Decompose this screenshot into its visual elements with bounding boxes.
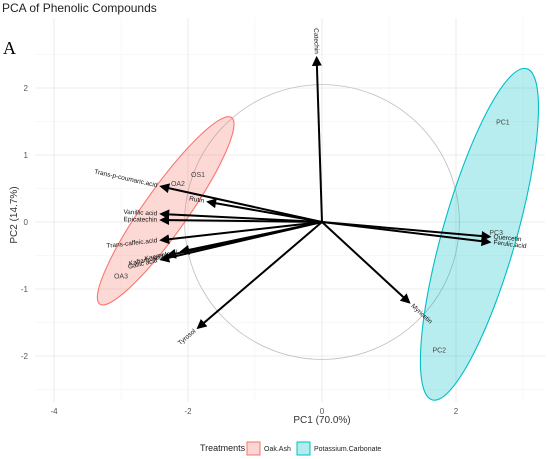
legend-label-oak-ash: Oak.Ash	[264, 446, 291, 453]
legend-key-potassium-carbonate	[296, 441, 311, 456]
loading-label-vanillic-acid: Vanillic acid	[123, 209, 158, 218]
loading-arrow-tyrosol	[196, 221, 323, 330]
sample-label-pc1: PC1	[496, 120, 510, 127]
y-axis-title: PC2 (14.7%)	[9, 186, 20, 243]
loading-arrow-epicatechin	[159, 215, 323, 226]
sample-label-pc2: PC2	[432, 347, 446, 354]
loading-label-quercetin: Quercetin	[493, 234, 522, 243]
loading-label-epicatechin: Epicatechin	[124, 216, 158, 223]
y-tick-label: 1	[24, 151, 29, 160]
sample-label-os1: OS1	[191, 172, 205, 179]
y-tick-label: -1	[21, 285, 29, 294]
loading-label-ferulic-acid: Ferulic.acid	[493, 239, 527, 250]
x-axis-title: PC1 (70.0%)	[293, 415, 350, 426]
y-tick-label: 0	[24, 218, 29, 227]
loading-label-catechin: Catechin	[312, 28, 320, 54]
loading-arrow-layer	[159, 55, 492, 330]
y-tick-label: 2	[24, 84, 29, 93]
sample-label-pc3: PC3	[489, 230, 503, 237]
loading-arrow-rutin	[206, 198, 323, 223]
loading-arrow-trans-caffeic-acid	[159, 221, 323, 245]
legend-key-oak-ash	[246, 441, 261, 456]
y-tick-label: -2	[21, 352, 29, 361]
loading-label-trans-p-coumaric-acid: Trans-p-coumaric.acid	[94, 169, 159, 190]
loading-arrow-ferulic-acid	[321, 221, 492, 247]
x-tick-label: 0	[320, 407, 325, 416]
group-ellipse-layer	[96, 67, 540, 401]
loading-arrow-vanillic-acid	[159, 209, 323, 223]
ellipse-potassium-carbonate	[419, 67, 540, 401]
legend: Treatments Oak.Ash Potassium.Carbonate	[200, 441, 381, 456]
loading-arrow-trans-p-coumaric-acid	[159, 183, 323, 223]
sample-label-oa2: OA2	[171, 181, 185, 188]
loading-arrow-myricetin	[321, 221, 411, 304]
panel-label: A	[3, 38, 16, 58]
chart-title: PCA of Phenolic Compounds	[2, 1, 157, 15]
loading-label-rutin: Rutin	[189, 195, 206, 205]
sample-label-layer: OS1 OA2 OA3 PC1 PC2 PC3	[114, 120, 510, 355]
x-tick-label: 2	[454, 407, 459, 416]
legend-title: Treatments	[200, 443, 246, 453]
x-tick-label: -2	[184, 407, 192, 416]
x-tick-label: -4	[50, 407, 58, 416]
ellipse-oak-ash	[96, 116, 235, 306]
loading-arrow-catechin	[311, 55, 323, 223]
legend-label-potassium-carbonate: Potassium.Carbonate	[314, 446, 381, 453]
sample-label-oa3: OA3	[114, 274, 128, 281]
loading-label-tyrosol: Tyrosol	[177, 328, 198, 347]
loading-arrow-gallic-acid	[159, 221, 323, 263]
tick-label-layer: -4 -2 0 2 -2 -1 0 1 2	[21, 84, 459, 416]
